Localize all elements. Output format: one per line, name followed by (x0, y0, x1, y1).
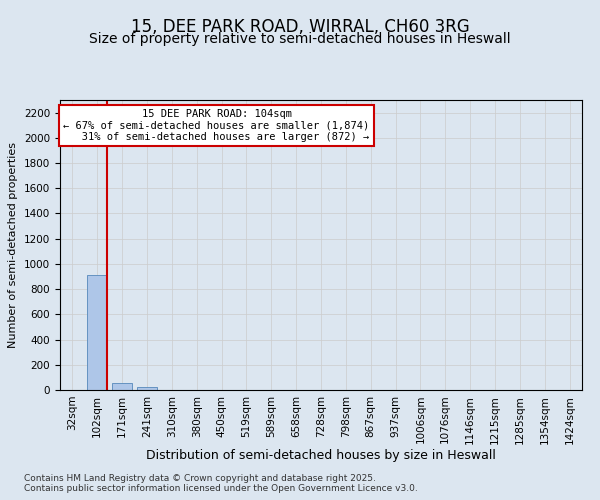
Text: Size of property relative to semi-detached houses in Heswall: Size of property relative to semi-detach… (89, 32, 511, 46)
X-axis label: Distribution of semi-detached houses by size in Heswall: Distribution of semi-detached houses by … (146, 449, 496, 462)
Text: 15 DEE PARK ROAD: 104sqm
← 67% of semi-detached houses are smaller (1,874)
   31: 15 DEE PARK ROAD: 104sqm ← 67% of semi-d… (64, 108, 370, 142)
Y-axis label: Number of semi-detached properties: Number of semi-detached properties (8, 142, 19, 348)
Bar (88, 276, 107, 390)
Text: Contains public sector information licensed under the Open Government Licence v3: Contains public sector information licen… (24, 484, 418, 493)
Text: 15, DEE PARK ROAD, WIRRAL, CH60 3RG: 15, DEE PARK ROAD, WIRRAL, CH60 3RG (131, 18, 469, 36)
Bar (137, 387, 157, 390)
Bar (112, 383, 132, 390)
Text: Contains HM Land Registry data © Crown copyright and database right 2025.: Contains HM Land Registry data © Crown c… (24, 474, 376, 483)
